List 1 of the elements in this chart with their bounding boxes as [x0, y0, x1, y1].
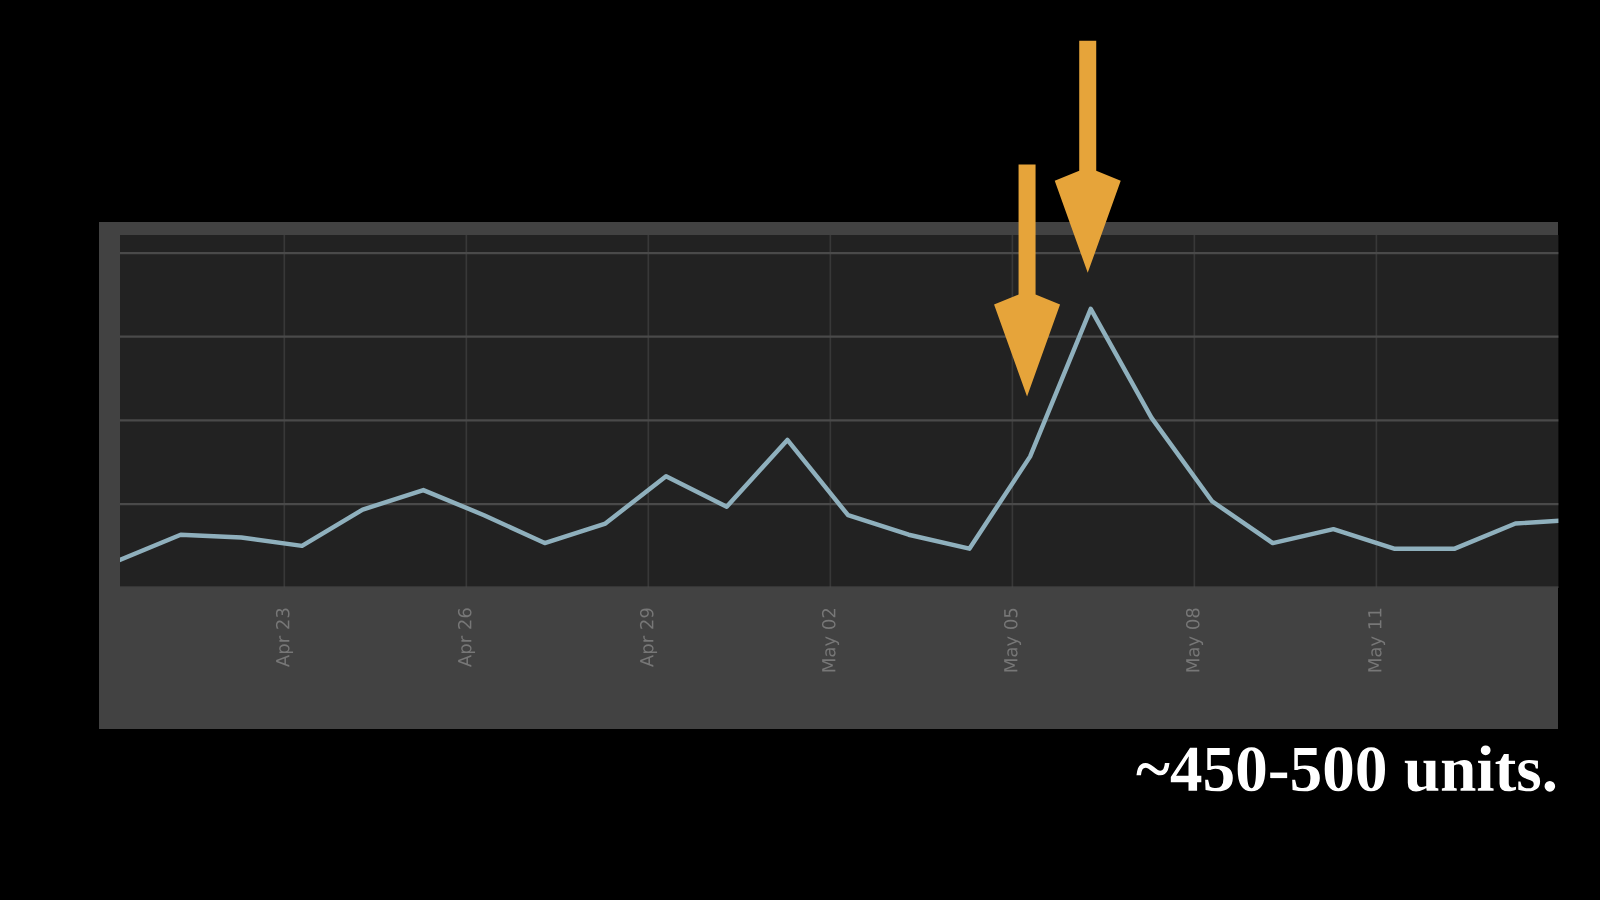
- text: ~450-500 units.: [1136, 745, 1556, 792]
